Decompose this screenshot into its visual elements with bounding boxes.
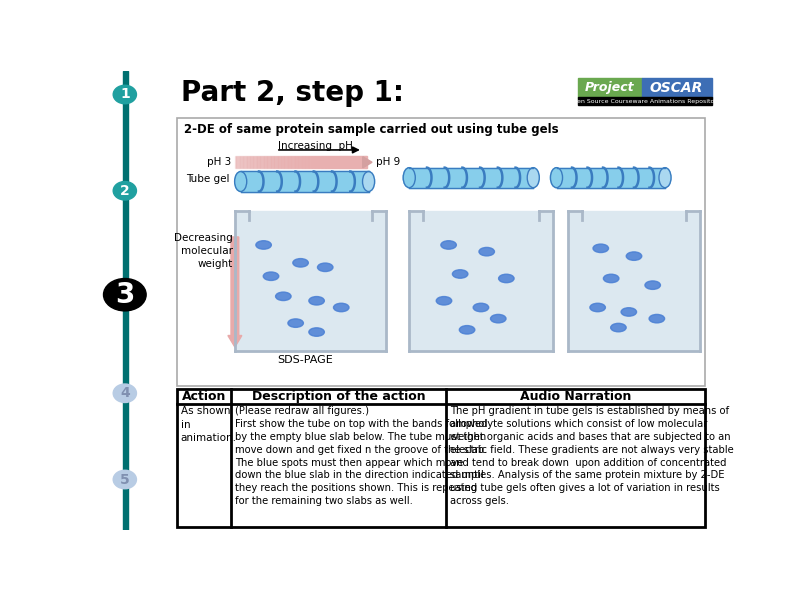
Ellipse shape (114, 181, 137, 200)
Bar (177, 389, 705, 527)
Ellipse shape (363, 171, 375, 192)
Text: As shown
in
animation.: As shown in animation. (180, 406, 237, 443)
Bar (569, 211, 700, 351)
Ellipse shape (527, 168, 539, 187)
Ellipse shape (333, 303, 349, 312)
Text: SDS-PAGE: SDS-PAGE (277, 355, 333, 365)
Bar (177, 118, 705, 386)
Text: 5: 5 (120, 472, 129, 487)
Text: Tube gel: Tube gel (186, 174, 229, 184)
Ellipse shape (621, 308, 637, 316)
Ellipse shape (479, 248, 495, 256)
Ellipse shape (499, 274, 514, 283)
Ellipse shape (659, 168, 671, 187)
Ellipse shape (288, 319, 303, 327)
Ellipse shape (403, 168, 415, 187)
Ellipse shape (264, 272, 279, 280)
Text: pH 9: pH 9 (376, 157, 400, 167)
Text: (Please redraw all figures.)
First show the tube on top with the bands followed
: (Please redraw all figures.) First show … (235, 406, 488, 506)
Text: 2-DE of same protein sample carried out using tube gels: 2-DE of same protein sample carried out … (184, 123, 559, 136)
Bar (642, 77, 711, 98)
Bar (241, 171, 368, 192)
Text: Action: Action (182, 390, 226, 403)
FancyArrow shape (363, 156, 372, 168)
Ellipse shape (114, 85, 137, 104)
Bar (235, 211, 386, 351)
Bar (409, 168, 534, 187)
Ellipse shape (453, 270, 468, 278)
Ellipse shape (235, 171, 247, 192)
Text: Project: Project (585, 81, 634, 94)
Ellipse shape (114, 384, 137, 402)
Text: 1: 1 (120, 87, 129, 102)
FancyArrow shape (228, 237, 242, 347)
Text: Audio Narration: Audio Narration (520, 390, 631, 403)
Ellipse shape (473, 303, 488, 312)
Bar (578, 77, 642, 98)
Ellipse shape (590, 303, 605, 312)
Ellipse shape (276, 292, 291, 300)
Ellipse shape (293, 259, 308, 267)
Ellipse shape (626, 252, 642, 261)
Ellipse shape (441, 241, 457, 249)
Ellipse shape (645, 281, 661, 289)
Text: The pH gradient in tube gels is established by means of
ampholyte solutions whic: The pH gradient in tube gels is establis… (450, 406, 734, 506)
Ellipse shape (593, 244, 608, 252)
Text: Increasing  pH: Increasing pH (277, 141, 353, 151)
Ellipse shape (611, 323, 626, 332)
Bar (409, 211, 553, 351)
Bar (122, 71, 128, 530)
Text: OSCAR: OSCAR (650, 80, 703, 95)
Text: 4: 4 (120, 386, 129, 400)
Ellipse shape (491, 314, 506, 323)
Ellipse shape (256, 241, 272, 249)
Bar (557, 168, 665, 187)
Ellipse shape (114, 470, 137, 488)
Ellipse shape (436, 296, 452, 305)
Ellipse shape (103, 278, 146, 311)
Text: 3: 3 (115, 281, 134, 309)
Ellipse shape (309, 328, 324, 336)
Ellipse shape (649, 314, 665, 323)
Text: Open Source Courseware Animations Repository: Open Source Courseware Animations Reposi… (569, 99, 721, 104)
Ellipse shape (309, 296, 324, 305)
Ellipse shape (550, 168, 562, 187)
Bar (578, 97, 711, 105)
Ellipse shape (603, 274, 619, 283)
Ellipse shape (318, 263, 333, 271)
Text: Description of the action: Description of the action (252, 390, 426, 403)
Text: Decreasing
molecular
weight: Decreasing molecular weight (174, 233, 233, 270)
Text: Part 2, step 1:: Part 2, step 1: (180, 79, 403, 107)
Text: 2: 2 (120, 184, 129, 198)
Ellipse shape (460, 325, 475, 334)
Text: pH 3: pH 3 (206, 157, 231, 167)
